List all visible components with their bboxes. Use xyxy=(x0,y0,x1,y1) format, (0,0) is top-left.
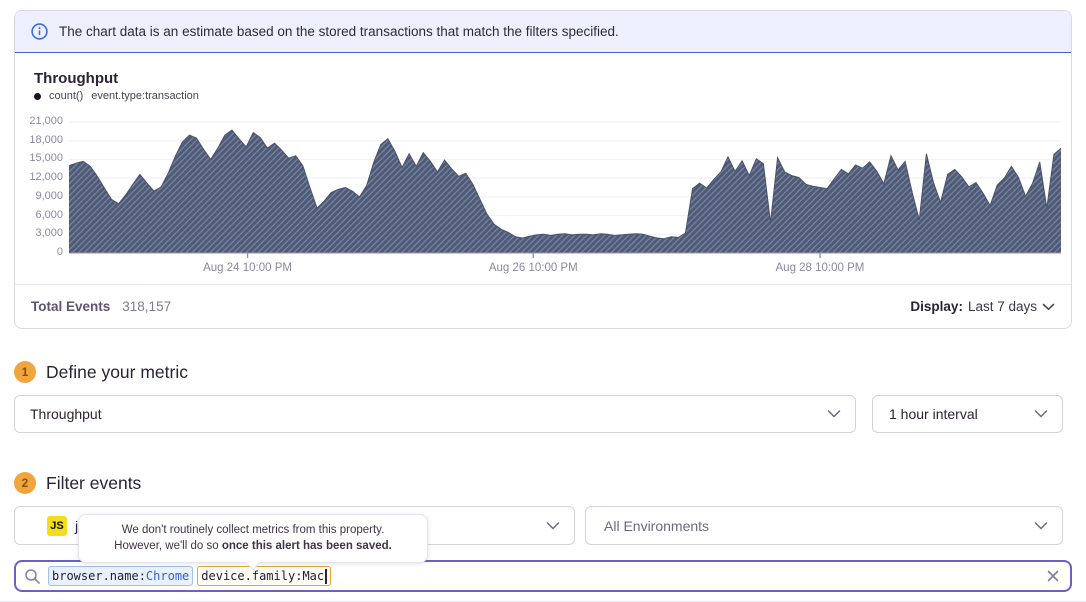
chart-section: Throughput count() event.type:transactio… xyxy=(15,53,1071,284)
total-events-value: 318,157 xyxy=(122,299,171,314)
x-tick-label: Aug 28 10:00 PM xyxy=(776,262,865,274)
filter-token-device-family[interactable]: device.family:Mac xyxy=(197,566,330,586)
chart-title: Throughput xyxy=(34,70,1071,87)
chart-footer: Total Events 318,157 Display: Last 7 day… xyxy=(15,284,1071,328)
tooltip-line2: However, we'll do so xyxy=(114,540,222,552)
y-tick-label: 3,000 xyxy=(35,227,63,239)
interval-select-value: 1 hour interval xyxy=(889,406,978,422)
search-input[interactable]: browser.name:Chrome device.family:Mac xyxy=(48,566,1039,586)
display-period-dropdown[interactable]: Display: Last 7 days xyxy=(910,299,1055,314)
total-events-label: Total Events xyxy=(31,299,110,314)
info-icon xyxy=(31,23,48,40)
y-tick-label: 9,000 xyxy=(35,190,63,202)
tooltip-line1: We don't routinely collect metrics from … xyxy=(122,524,385,536)
total-events: Total Events 318,157 xyxy=(31,299,171,314)
interval-select[interactable]: 1 hour interval xyxy=(872,395,1063,433)
info-banner: The chart data is an estimate based on t… xyxy=(15,11,1071,53)
y-tick-label: 21,000 xyxy=(29,115,63,127)
x-tick-label: Aug 24 10:00 PM xyxy=(203,262,292,274)
chevron-down-icon xyxy=(546,521,560,530)
chevron-down-icon xyxy=(1034,521,1048,530)
search-filter-bar[interactable]: browser.name:Chrome device.family:Mac xyxy=(14,560,1072,592)
environment-select[interactable]: All Environments xyxy=(585,506,1063,545)
step-1-title: Define your metric xyxy=(46,362,188,383)
text-cursor xyxy=(325,569,327,584)
y-tick-label: 18,000 xyxy=(29,134,63,146)
metric-select-value: Throughput xyxy=(30,406,102,422)
legend-filter-label: event.type:transaction xyxy=(91,90,199,102)
display-value: Last 7 days xyxy=(968,299,1037,314)
step-2-header: 2 Filter events xyxy=(14,472,141,494)
chevron-down-icon xyxy=(1034,410,1048,419)
search-icon xyxy=(24,568,41,585)
y-tick-label: 12,000 xyxy=(29,171,63,183)
throughput-chart[interactable]: Aug 24 10:00 PM Aug 26 10:00 PM Aug 28 10:… xyxy=(69,118,1061,284)
chart-panel: The chart data is an estimate based on t… xyxy=(14,10,1072,329)
chart-area: 0 3,000 6,000 9,000 12,000 15,000 18,000 21,000… xyxy=(15,118,1071,284)
display-label: Display: xyxy=(910,299,963,314)
javascript-platform-icon: JS xyxy=(47,516,67,536)
step-2-badge: 2 xyxy=(14,472,36,494)
metric-collection-tooltip: We don't routinely collect metrics from … xyxy=(78,514,428,563)
legend-dot-icon xyxy=(34,93,41,100)
y-tick-label: 15,000 xyxy=(29,152,63,164)
chevron-down-icon xyxy=(827,410,841,419)
step-1-badge: 1 xyxy=(14,361,36,383)
metric-select[interactable]: Throughput xyxy=(14,395,856,433)
y-axis-labels: 0 3,000 6,000 9,000 12,000 15,000 18,000 21,000 xyxy=(23,118,69,260)
chevron-down-icon xyxy=(1042,303,1055,311)
step-2-title: Filter events xyxy=(46,473,141,494)
x-tick-label: Aug 26 10:00 PM xyxy=(489,262,578,274)
step-1-header: 1 Define your metric xyxy=(14,361,188,383)
environment-select-value: All Environments xyxy=(604,518,709,534)
tooltip-line2-bold: once this alert has been saved. xyxy=(222,540,392,552)
legend-series-label: count() xyxy=(49,90,83,102)
metric-row: Throughput 1 hour interval xyxy=(14,395,1063,433)
alert-builder-page: The chart data is an estimate based on t… xyxy=(0,0,1086,602)
chart-legend: count() event.type:transaction xyxy=(34,90,1071,102)
filter-token-browser-name[interactable]: browser.name:Chrome xyxy=(48,566,193,586)
y-tick-label: 6,000 xyxy=(35,209,63,221)
clear-search-icon[interactable] xyxy=(1046,569,1060,583)
y-tick-label: 0 xyxy=(57,246,63,258)
banner-text: The chart data is an estimate based on t… xyxy=(59,24,619,39)
